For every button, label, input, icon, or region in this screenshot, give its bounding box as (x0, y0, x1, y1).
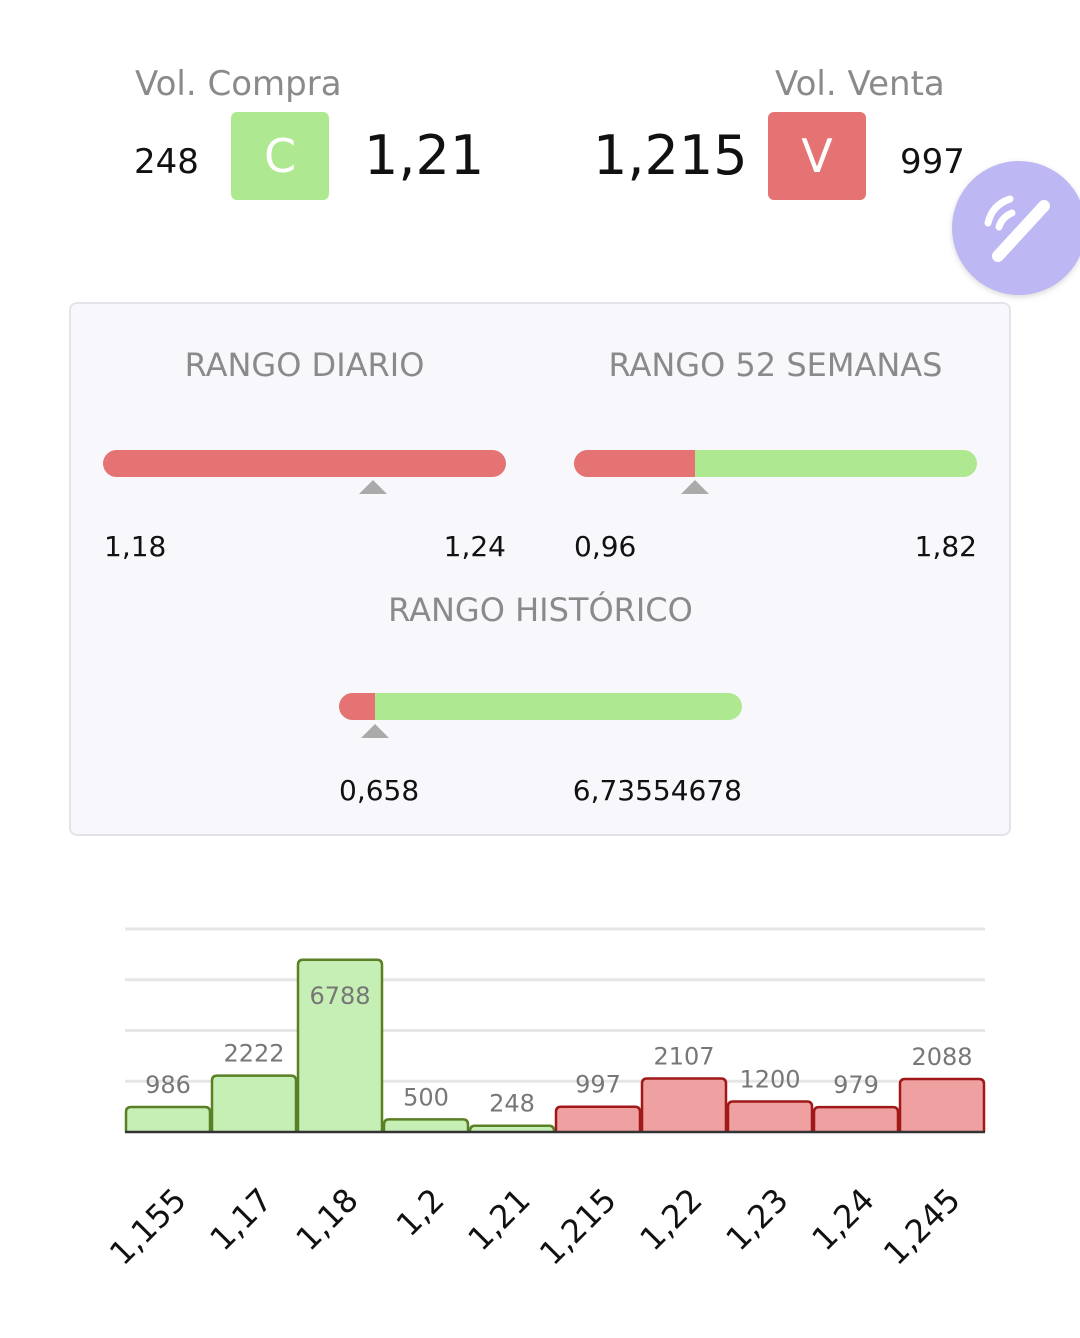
bar-1,245 (898, 1077, 986, 1132)
bar-value-label: 248 (489, 1090, 535, 1118)
weeks52-range-min: 0,96 (574, 530, 637, 563)
bar-value-label: 2107 (653, 1043, 714, 1071)
bar-value-label: 1200 (739, 1066, 800, 1094)
x-tick-label: 1,24 (804, 1181, 881, 1258)
bar-1,2 (382, 1118, 470, 1132)
sell-button[interactable]: V (768, 112, 866, 200)
historic-range-bar (339, 693, 742, 720)
bar-value-label: 2088 (911, 1043, 972, 1071)
sell-volume: 997 (900, 142, 965, 182)
bar-1,215 (554, 1105, 642, 1132)
x-tick-label: 1,18 (288, 1181, 365, 1258)
historic-range-marker (361, 724, 390, 738)
weeks52-range-marker (680, 480, 709, 494)
ranges-card (69, 302, 1011, 836)
buy-volume: 248 (134, 142, 199, 182)
weeks52-range-bar (574, 450, 977, 477)
daily-range-bar (103, 450, 506, 477)
sell-volume-label: Vol. Venta (775, 64, 945, 104)
bar-value-label: 986 (145, 1071, 191, 1099)
daily-range-marker (359, 480, 387, 494)
bar-1,21 (468, 1124, 556, 1132)
buy-price: 1,21 (364, 124, 485, 187)
bar-1,24 (812, 1105, 900, 1132)
bar-1,22 (640, 1077, 728, 1132)
volume-bar-chart: 986 1,155 2222 1,17 6788 1,18 500 1,2 248 1,21 997… (102, 927, 986, 1273)
x-tick-label: 1,2 (389, 1181, 452, 1244)
historic-range-title: RANGO HISTÓRICO (388, 591, 693, 629)
x-tick-label: 1,21 (460, 1181, 537, 1258)
bar-value-label: 979 (833, 1071, 879, 1099)
sell-price: 1,215 (593, 124, 748, 187)
x-tick-label: 1,22 (632, 1181, 709, 1258)
bar-1,17 (210, 1074, 298, 1132)
x-tick-label: 1,215 (532, 1181, 624, 1273)
historic-range-max: 6,73554678 (572, 774, 742, 807)
x-tick-label: 1,17 (202, 1181, 279, 1258)
pencil-signal-icon (984, 195, 1050, 262)
bar-1,155 (124, 1105, 212, 1132)
x-tick-label: 1,245 (876, 1181, 968, 1273)
daily-range-title: RANGO DIARIO (184, 346, 425, 384)
bar-1,18 (296, 958, 384, 1132)
daily-range-min: 1,18 (104, 530, 167, 563)
bar-1,23 (726, 1100, 814, 1132)
historic-range-min: 0,658 (339, 774, 420, 807)
weeks52-range-max: 1,82 (914, 530, 977, 563)
edit-fab-button[interactable] (952, 161, 1080, 295)
bar-value-label: 2222 (223, 1040, 284, 1068)
bar-value-label: 997 (575, 1071, 621, 1099)
bar-value-label: 6788 (309, 982, 370, 1010)
daily-range-max: 1,24 (443, 530, 506, 563)
bar-value-label: 500 (403, 1083, 449, 1111)
weeks52-range-title: RANGO 52 SEMANAS (608, 346, 943, 384)
x-tick-label: 1,155 (102, 1181, 194, 1273)
x-tick-label: 1,23 (718, 1181, 795, 1258)
buy-button[interactable]: C (231, 112, 329, 200)
buy-volume-label: Vol. Compra (135, 64, 342, 104)
